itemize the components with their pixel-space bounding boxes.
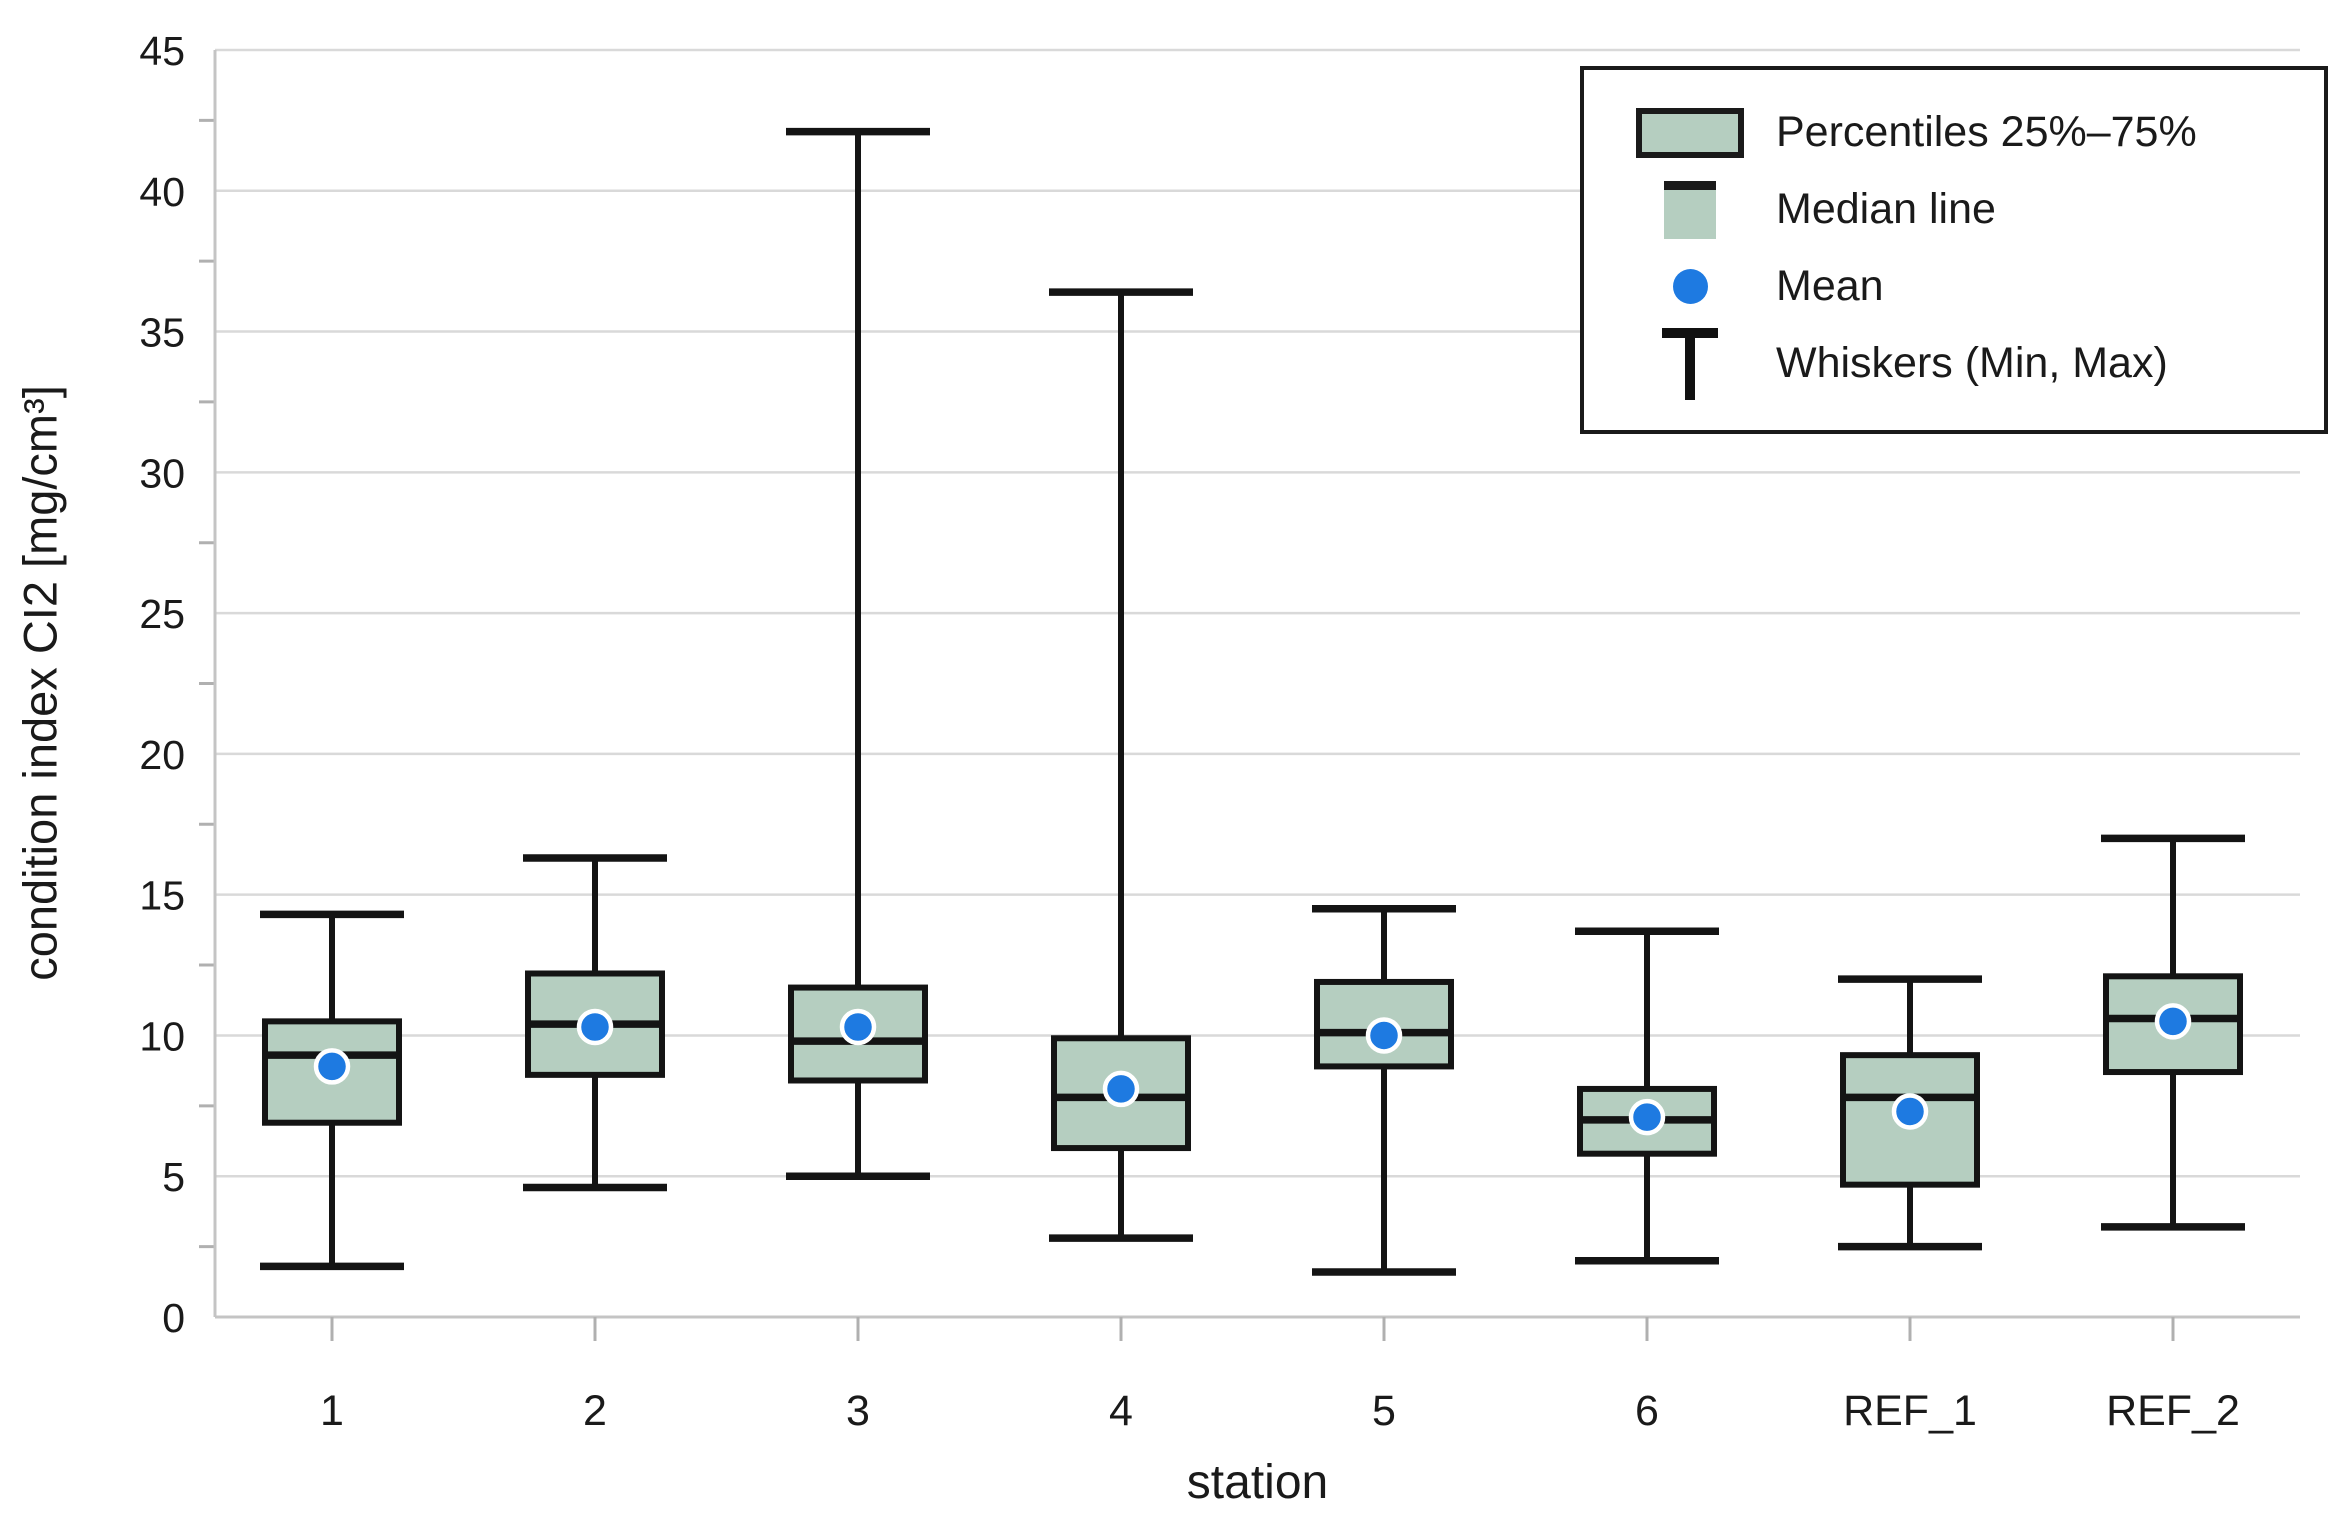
mean-dot: [1102, 1070, 1140, 1108]
legend-label: Percentiles 25%–75%: [1776, 108, 2197, 156]
mean-dot-icon: [1630, 269, 1750, 304]
x-tick-label-3: 3: [846, 1387, 870, 1435]
y-tick-label-0: 0: [162, 1295, 185, 1341]
median-line-icon: [1630, 180, 1750, 239]
legend-item-median: Median line: [1630, 171, 2324, 248]
y-tick-label-45: 45: [139, 28, 185, 74]
x-tick-label-REF_1: REF_1: [1843, 1387, 1977, 1435]
mean-dot: [1891, 1093, 1929, 1130]
y-tick-label-5: 5: [162, 1154, 185, 1200]
boxplot-station-REF_2: [2101, 834, 2245, 1231]
boxplot-station-5: [1312, 904, 1456, 1276]
y-tick-label-35: 35: [139, 310, 185, 356]
y-axis-title: condition index CI2 [mg/cm³]: [13, 385, 67, 981]
legend: Percentiles 25%–75% Median line Mean Whi…: [1580, 66, 2328, 434]
legend-label: Median line: [1776, 185, 1996, 233]
boxplot-station-1: [260, 910, 404, 1271]
boxplot-station-REF_1: [1838, 975, 1982, 1251]
y-tick-label-25: 25: [139, 591, 185, 637]
y-tick-label-20: 20: [139, 732, 185, 778]
y-tick-label-40: 40: [139, 169, 185, 215]
legend-label: Whiskers (Min, Max): [1776, 339, 2168, 387]
x-tick-label-6: 6: [1635, 1387, 1659, 1435]
y-tick-label-30: 30: [139, 450, 185, 496]
y-tick-label-15: 15: [139, 873, 185, 919]
legend-item-whiskers: Whiskers (Min, Max): [1630, 325, 2324, 402]
boxplot-station-6: [1575, 927, 1719, 1265]
whisker-tee-icon: [1630, 327, 1750, 400]
x-tick-label-2: 2: [583, 1387, 607, 1435]
y-tick-label-10: 10: [139, 1013, 185, 1059]
legend-label: Mean: [1776, 262, 1884, 310]
mean-dot: [1628, 1098, 1666, 1136]
boxplot-station-3: [786, 127, 930, 1180]
x-tick-label-4: 4: [1109, 1387, 1133, 1435]
mean-dot: [576, 1008, 614, 1046]
x-tick-label-REF_2: REF_2: [2106, 1387, 2240, 1435]
x-axis-title: station: [1186, 1456, 1329, 1509]
x-tick-label-5: 5: [1372, 1387, 1396, 1435]
mean-dot: [1365, 1017, 1403, 1054]
boxplot-station-4: [1049, 288, 1193, 1242]
legend-item-mean: Mean: [1630, 248, 2324, 325]
percentile-box-icon: [1630, 107, 1750, 158]
x-tick-label-1: 1: [320, 1387, 344, 1435]
boxplot-station-2: [523, 854, 667, 1192]
legend-item-percentiles: Percentiles 25%–75%: [1630, 94, 2324, 171]
mean-dot: [2154, 1003, 2192, 1040]
mean-dot: [839, 1008, 877, 1046]
mean-dot: [313, 1048, 351, 1085]
